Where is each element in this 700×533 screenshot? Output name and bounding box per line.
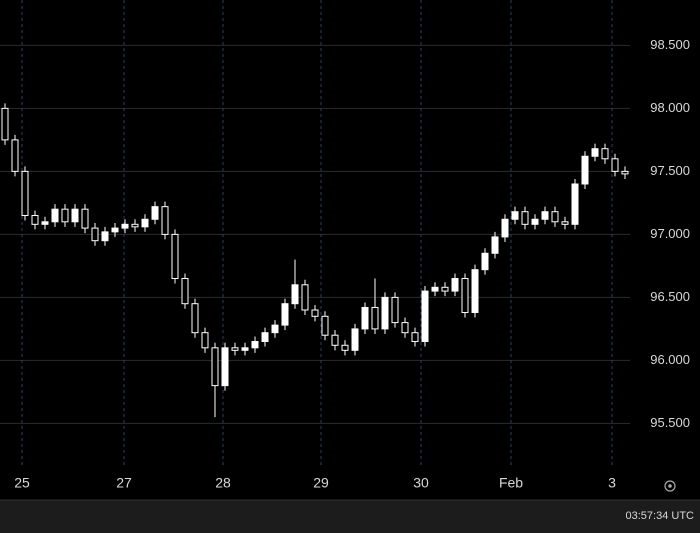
candle-body — [511, 211, 519, 220]
y-tick-label: 98.000 — [650, 100, 690, 115]
candle-body — [271, 324, 279, 334]
candle-body — [371, 306, 379, 330]
candle-body — [301, 284, 309, 311]
candle-body — [111, 227, 119, 233]
candle-body — [321, 315, 329, 336]
y-tick-label: 96.000 — [650, 352, 690, 367]
candle-body — [521, 211, 529, 225]
candle-body — [281, 303, 289, 326]
candle-body — [471, 269, 479, 314]
candle-body — [101, 231, 109, 242]
candle-body — [261, 332, 269, 343]
candle-body — [71, 208, 79, 223]
settings-icon[interactable] — [664, 480, 676, 492]
x-tick-label: 28 — [215, 475, 231, 491]
candle-body — [1, 107, 9, 141]
candle-body — [121, 223, 129, 229]
x-tick-label: 25 — [14, 475, 30, 491]
candle-body — [431, 286, 439, 292]
x-tick-label: 27 — [116, 475, 132, 491]
candle-body — [51, 208, 59, 223]
candle-body — [201, 332, 209, 349]
candle-body — [561, 221, 569, 225]
candle-body — [131, 223, 139, 228]
x-tick-label: 29 — [313, 475, 329, 491]
candle-body — [11, 139, 19, 172]
y-tick-label: 95.500 — [650, 415, 690, 430]
candle-body — [621, 170, 629, 175]
candle-body — [441, 286, 449, 292]
candle-body — [601, 148, 609, 160]
time-display: 03:57:34 UTC — [626, 510, 695, 522]
candle-body — [491, 236, 499, 254]
settings-button[interactable] — [664, 480, 676, 492]
candle-body — [171, 233, 179, 279]
candle-body — [311, 309, 319, 317]
candle-body — [461, 277, 469, 314]
candle-body — [391, 296, 399, 324]
candle-body — [551, 211, 559, 223]
candle-body — [241, 347, 249, 351]
candle-body — [91, 227, 99, 242]
candle-body — [61, 208, 69, 223]
candle-body — [151, 206, 159, 220]
y-tick-label: 96.500 — [650, 289, 690, 304]
candle-body — [221, 347, 229, 387]
candle-body — [31, 214, 39, 225]
candle-body — [451, 277, 459, 292]
candle-body — [571, 183, 579, 225]
candle-body — [411, 332, 419, 343]
y-tick-label: 98.500 — [650, 37, 690, 52]
candle-body — [361, 306, 369, 330]
candle-body — [211, 347, 219, 387]
candle-body — [501, 218, 509, 238]
candle-body — [191, 303, 199, 334]
settings-icon-center[interactable] — [668, 484, 672, 488]
candle-body — [331, 334, 339, 346]
candle-body — [21, 170, 29, 216]
candle-body — [531, 218, 539, 225]
candle-body — [231, 347, 239, 351]
candle-body — [581, 155, 589, 185]
footer-bar — [0, 500, 700, 533]
candle-body — [611, 158, 619, 172]
candle-body — [41, 221, 49, 225]
candle-body — [381, 296, 389, 330]
candle-body — [251, 341, 259, 349]
candle-body — [291, 284, 299, 305]
y-tick-label: 97.500 — [650, 163, 690, 178]
candle-body — [181, 277, 189, 305]
candle-body — [161, 206, 169, 235]
candle-body — [141, 218, 149, 228]
candle-body — [421, 290, 429, 343]
candle-body — [541, 211, 549, 220]
candle-body — [591, 148, 599, 157]
y-tick-label: 97.000 — [650, 226, 690, 241]
x-tick-label: 30 — [413, 475, 429, 491]
x-tick-label: 3 — [608, 475, 616, 491]
candle-body — [481, 252, 489, 271]
candle-body — [81, 208, 89, 229]
candle-body — [401, 322, 409, 334]
candle-body — [351, 328, 359, 351]
candle-body — [341, 344, 349, 351]
x-tick-label: Feb — [499, 475, 523, 491]
